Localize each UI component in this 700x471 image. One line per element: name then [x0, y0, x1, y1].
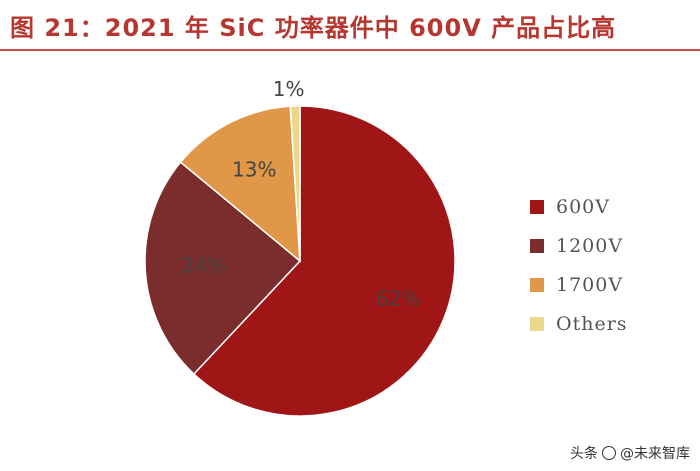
legend-swatch-others: [530, 317, 544, 331]
pie-slice-others: [289, 105, 301, 262]
pie-slice-1700v: [179, 105, 301, 263]
page-title: 图 21：2021 年 SiC 功率器件中 600V 产品占比高: [10, 14, 617, 42]
pie-slice-1200v: [144, 161, 302, 376]
legend-label-others: Others: [556, 313, 628, 335]
pie-label-1200v: 24%: [182, 254, 226, 278]
legend-item-1700v: 1700V: [530, 274, 628, 296]
pie-label-1700v: 13%: [232, 158, 276, 182]
legend-label-600v: 600V: [556, 196, 610, 218]
legend-item-1200v: 1200V: [530, 235, 628, 257]
chart-legend: 600V 1200V 1700V Others: [530, 196, 628, 353]
legend-item-others: Others: [530, 313, 628, 335]
legend-label-1200v: 1200V: [556, 235, 624, 257]
legend-swatch-1700v: [530, 278, 544, 292]
watermark-prefix: 头条: [570, 446, 598, 462]
legend-swatch-600v: [530, 200, 544, 214]
legend-swatch-1200v: [530, 239, 544, 253]
pie-label-600v: 62%: [376, 286, 420, 310]
watermark-handle: @未来智库: [620, 446, 690, 462]
pie-slice-600v: [192, 105, 456, 417]
watermark: 头条 @未来智库: [570, 443, 690, 463]
legend-item-600v: 600V: [530, 196, 628, 218]
legend-label-1700v: 1700V: [556, 274, 624, 296]
pie-label-others: 1%: [273, 77, 305, 101]
watermark-logo-icon: [602, 446, 616, 460]
title-divider: [0, 49, 700, 51]
